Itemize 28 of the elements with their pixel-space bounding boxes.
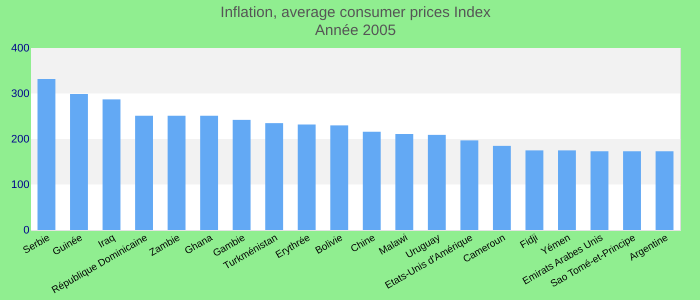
y-tick-label: 300 [11, 88, 30, 100]
bar [200, 116, 218, 230]
bar [102, 99, 120, 230]
bar [135, 116, 153, 230]
x-tick-label: Chine [349, 232, 378, 256]
bar [232, 120, 251, 230]
bar [395, 134, 414, 230]
bar [590, 151, 608, 230]
bar [558, 150, 576, 230]
y-tick-label: 200 [11, 134, 30, 146]
bar [265, 123, 284, 230]
y-tick-label: 100 [11, 179, 30, 191]
chart-title: Inflation, average consumer prices Index [220, 4, 492, 21]
bar [70, 94, 88, 230]
y-tick-label: 400 [11, 42, 30, 54]
bar [656, 151, 674, 230]
bar [525, 150, 544, 230]
bar [492, 146, 511, 230]
bar [460, 140, 478, 230]
bar [362, 132, 381, 230]
x-tick-label: Fidji [518, 232, 540, 252]
bar [623, 151, 641, 230]
bar [298, 124, 316, 230]
bar [38, 78, 56, 230]
bar [168, 116, 186, 230]
chart-subtitle: Année 2005 [315, 22, 396, 39]
bar [428, 134, 446, 230]
bar [330, 125, 348, 230]
